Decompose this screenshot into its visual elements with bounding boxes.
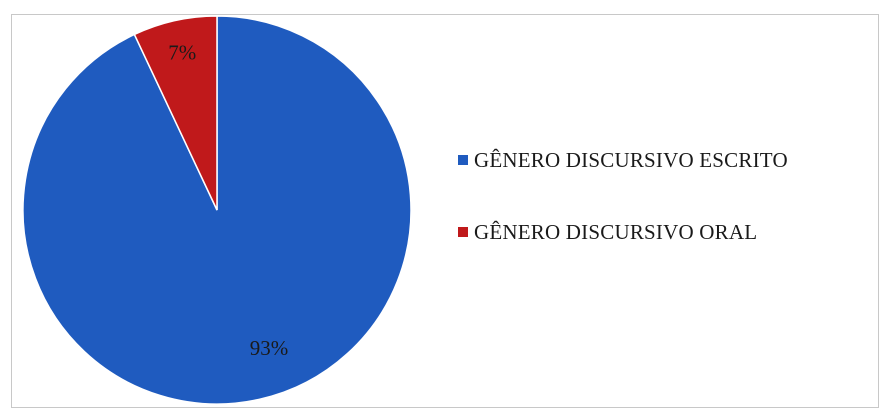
legend-label-oral: GÊNERO DISCURSIVO ORAL — [474, 219, 758, 244]
legend-swatch-escrito — [458, 155, 468, 165]
legend-label-escrito: GÊNERO DISCURSIVO ESCRITO — [474, 147, 788, 172]
legend-item-escrito: GÊNERO DISCURSIVO ESCRITO — [458, 144, 788, 176]
legend-swatch-oral — [458, 227, 468, 237]
slice-label-oral: 7% — [168, 41, 196, 65]
pie-slice-oral — [133, 15, 218, 211]
slice-label-escrito: 93% — [250, 336, 289, 360]
legend-item-oral: GÊNERO DISCURSIVO ORAL — [458, 216, 788, 248]
chart-legend: GÊNERO DISCURSIVO ESCRITO GÊNERO DISCURS… — [458, 144, 788, 288]
